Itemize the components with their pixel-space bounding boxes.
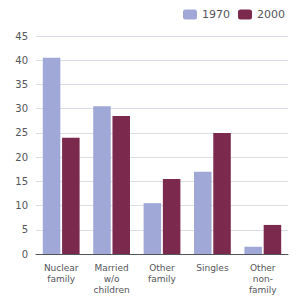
svg-text:30: 30 bbox=[15, 103, 28, 114]
svg-text:5: 5 bbox=[22, 224, 28, 235]
svg-text:Other: Other bbox=[149, 263, 175, 273]
svg-text:35: 35 bbox=[15, 79, 28, 90]
svg-text:Other: Other bbox=[250, 263, 276, 273]
svg-text:15: 15 bbox=[15, 176, 28, 187]
svg-text:Nuclear: Nuclear bbox=[44, 263, 79, 273]
svg-text:25: 25 bbox=[15, 127, 28, 138]
svg-text:45: 45 bbox=[15, 31, 28, 42]
svg-text:non-: non- bbox=[253, 274, 273, 284]
svg-text:40: 40 bbox=[15, 55, 28, 66]
svg-text:0: 0 bbox=[22, 249, 28, 260]
svg-text:family: family bbox=[249, 285, 277, 295]
svg-text:2000: 2000 bbox=[257, 8, 285, 21]
svg-text:children: children bbox=[94, 285, 130, 295]
svg-text:1970: 1970 bbox=[202, 8, 230, 21]
svg-text:10: 10 bbox=[15, 200, 28, 211]
svg-text:20: 20 bbox=[15, 152, 28, 163]
svg-text:family: family bbox=[47, 274, 75, 284]
svg-text:Married: Married bbox=[94, 263, 128, 273]
svg-text:Singles: Singles bbox=[196, 263, 229, 273]
svg-text:w/o: w/o bbox=[104, 274, 120, 284]
svg-text:family: family bbox=[148, 274, 176, 284]
